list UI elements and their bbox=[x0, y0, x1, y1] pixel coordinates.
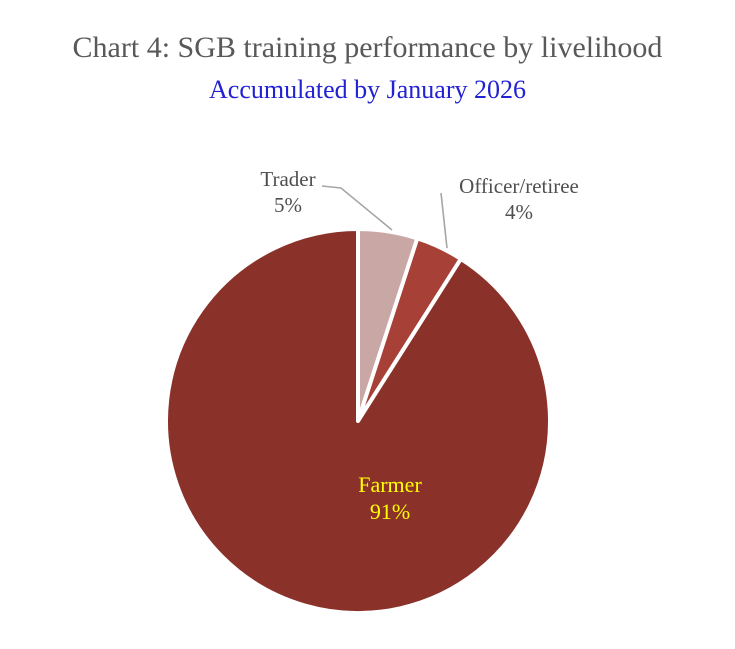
trader-label-pct: 5% bbox=[274, 193, 302, 217]
chart-subtitle: Accumulated by January 2026 bbox=[209, 75, 526, 104]
trader-label: Trader 5% bbox=[260, 166, 315, 218]
officer-retiree-label: Officer/retiree 4% bbox=[459, 173, 579, 225]
trader-label-name: Trader bbox=[260, 167, 316, 191]
farmer-label-pct: 91% bbox=[369, 499, 411, 524]
farmer-label-name: Farmer bbox=[358, 472, 422, 497]
pie-slice-farmer bbox=[164, 227, 552, 615]
pie-slices bbox=[164, 227, 552, 615]
chart-title: Chart 4: SGB training performance by liv… bbox=[72, 31, 663, 64]
farmer-label: Farmer 91% bbox=[358, 471, 422, 525]
trader-leader-line bbox=[321, 185, 393, 231]
officer-retiree-label-name: Officer/retiree bbox=[459, 174, 579, 198]
officer-retiree-label-pct: 4% bbox=[504, 200, 533, 224]
officer-leader-line bbox=[440, 192, 448, 249]
